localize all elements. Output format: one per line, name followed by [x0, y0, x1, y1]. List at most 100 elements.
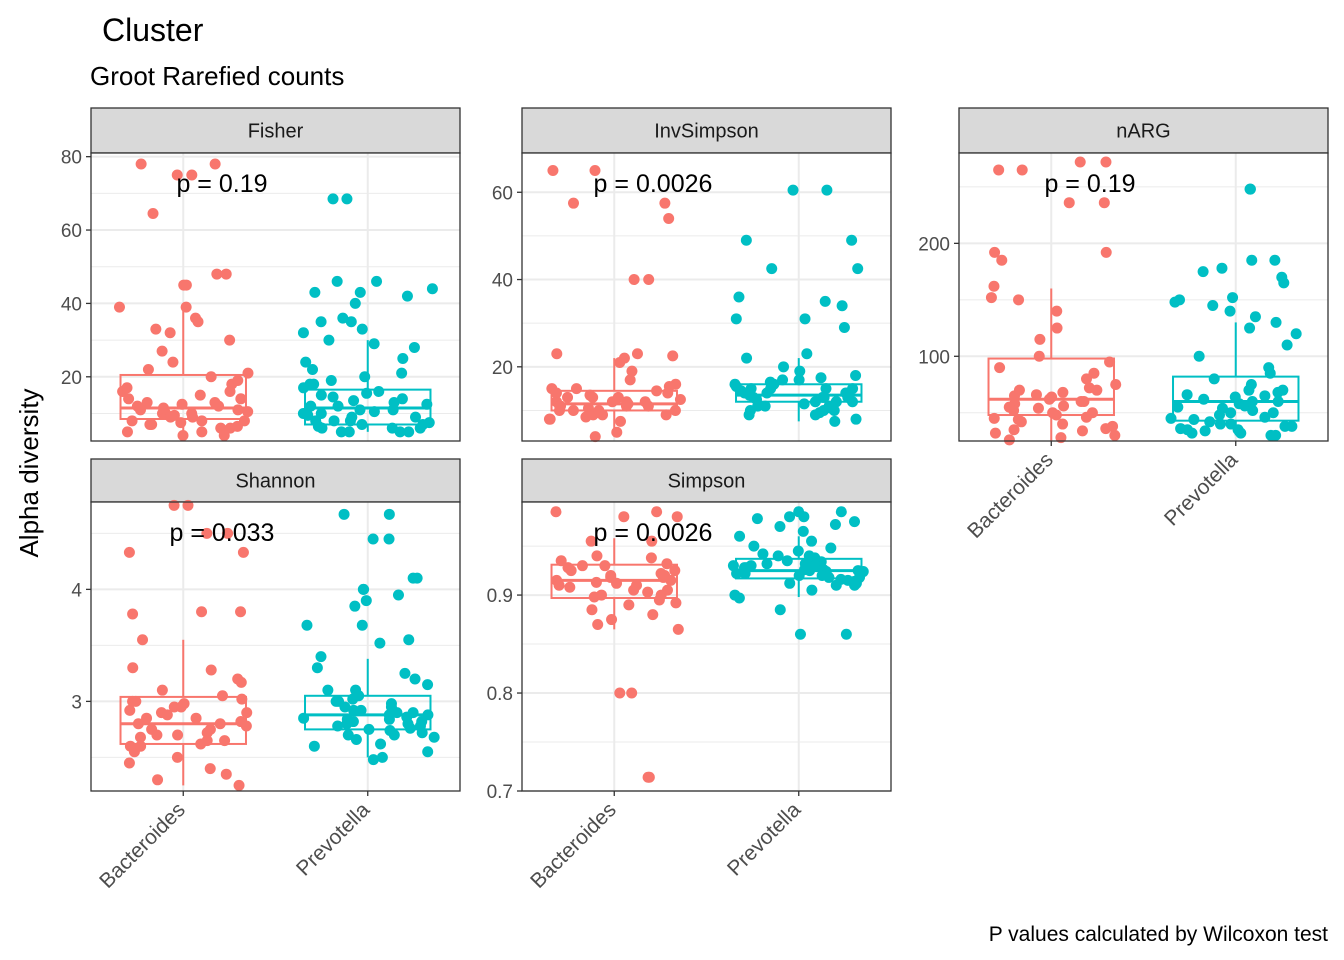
facet-panels: Fisher 20 40 60 80 p = 0.19 InvSimpson 20 40 60 p … [61, 107, 1329, 893]
data-point [778, 361, 790, 373]
y-tick-label: 20 [492, 358, 513, 379]
facet-strip-label: InvSimpson [654, 121, 759, 143]
facet-strip-label: Fisher [248, 121, 304, 143]
data-point [222, 527, 234, 539]
data-point [422, 679, 434, 691]
data-point [589, 431, 601, 443]
data-point [373, 385, 385, 397]
data-point [152, 774, 164, 786]
data-point [751, 513, 763, 525]
data-point [347, 693, 359, 705]
box-prevotella [1172, 375, 1300, 422]
data-point [623, 599, 635, 611]
data-point [799, 313, 811, 325]
data-point [777, 374, 789, 386]
panel-border [521, 501, 892, 792]
data-point [645, 552, 657, 564]
data-point [1244, 183, 1256, 195]
data-point [137, 634, 149, 646]
data-point [672, 623, 684, 635]
data-point [669, 565, 681, 577]
data-point [302, 409, 314, 421]
data-point [774, 520, 786, 532]
data-point [659, 197, 671, 209]
data-point [821, 184, 833, 196]
data-point [146, 418, 158, 430]
data-point [734, 530, 746, 542]
data-point [113, 301, 125, 313]
data-point [848, 516, 860, 528]
data-point [1181, 389, 1193, 401]
data-point [414, 422, 426, 434]
data-point [1098, 197, 1110, 209]
data-point [1281, 339, 1293, 351]
data-point [1051, 322, 1063, 334]
data-point [647, 609, 659, 621]
data-point [794, 628, 806, 640]
data-point [674, 394, 686, 406]
data-point [341, 713, 353, 725]
data-point [757, 548, 769, 560]
data-point [187, 411, 199, 423]
facet-strip [521, 458, 892, 503]
data-point [595, 589, 607, 601]
data-point [235, 676, 247, 688]
data-point [570, 383, 582, 395]
data-point [547, 164, 559, 176]
data-point [411, 572, 423, 584]
data-point [605, 569, 617, 581]
data-point [240, 720, 252, 732]
data-point [1278, 277, 1290, 289]
data-point [628, 274, 640, 286]
data-point [661, 584, 673, 596]
data-point [331, 275, 343, 287]
data-point [1104, 356, 1116, 368]
data-point [134, 404, 146, 416]
data-point [121, 382, 133, 394]
y-axis-label: Alpha diversity [14, 388, 44, 557]
data-point [1290, 328, 1302, 340]
data-point [1207, 299, 1219, 311]
data-point [204, 723, 216, 735]
data-point [367, 754, 379, 766]
y-tick-label: 200 [918, 234, 950, 255]
data-point [643, 274, 655, 286]
data-point [361, 387, 373, 399]
data-point [794, 365, 806, 377]
data-point [1259, 390, 1271, 402]
data-point [363, 723, 375, 735]
data-point [743, 409, 755, 421]
data-point [232, 374, 244, 386]
data-point [669, 404, 681, 416]
data-point [161, 709, 173, 721]
data-point [806, 584, 818, 596]
data-point [1188, 414, 1200, 426]
data-point [1063, 197, 1075, 209]
data-point [836, 300, 848, 312]
data-point [828, 404, 840, 416]
y-tick-label: 40 [492, 271, 513, 292]
data-point [646, 535, 658, 547]
data-point [151, 729, 163, 741]
panel-background [91, 153, 460, 441]
data-point [332, 720, 344, 732]
data-point [236, 693, 248, 705]
data-point [1204, 416, 1216, 428]
data-point [740, 234, 752, 246]
facet-strip-label: nARG [1116, 121, 1170, 143]
data-point [135, 158, 147, 170]
data-point [315, 316, 327, 328]
data-point [792, 545, 804, 557]
panel-border [90, 152, 461, 442]
data-point [190, 712, 202, 724]
data-point [553, 579, 565, 591]
figure-title: Cluster [102, 12, 204, 48]
data-point [311, 662, 323, 674]
data-point [988, 412, 1000, 424]
data-point [127, 608, 139, 620]
data-point [803, 550, 815, 562]
data-point [748, 540, 760, 552]
data-point [375, 738, 387, 750]
x-tick-label: Bacteroides [526, 798, 621, 893]
y-tick-label: 20 [61, 368, 82, 389]
